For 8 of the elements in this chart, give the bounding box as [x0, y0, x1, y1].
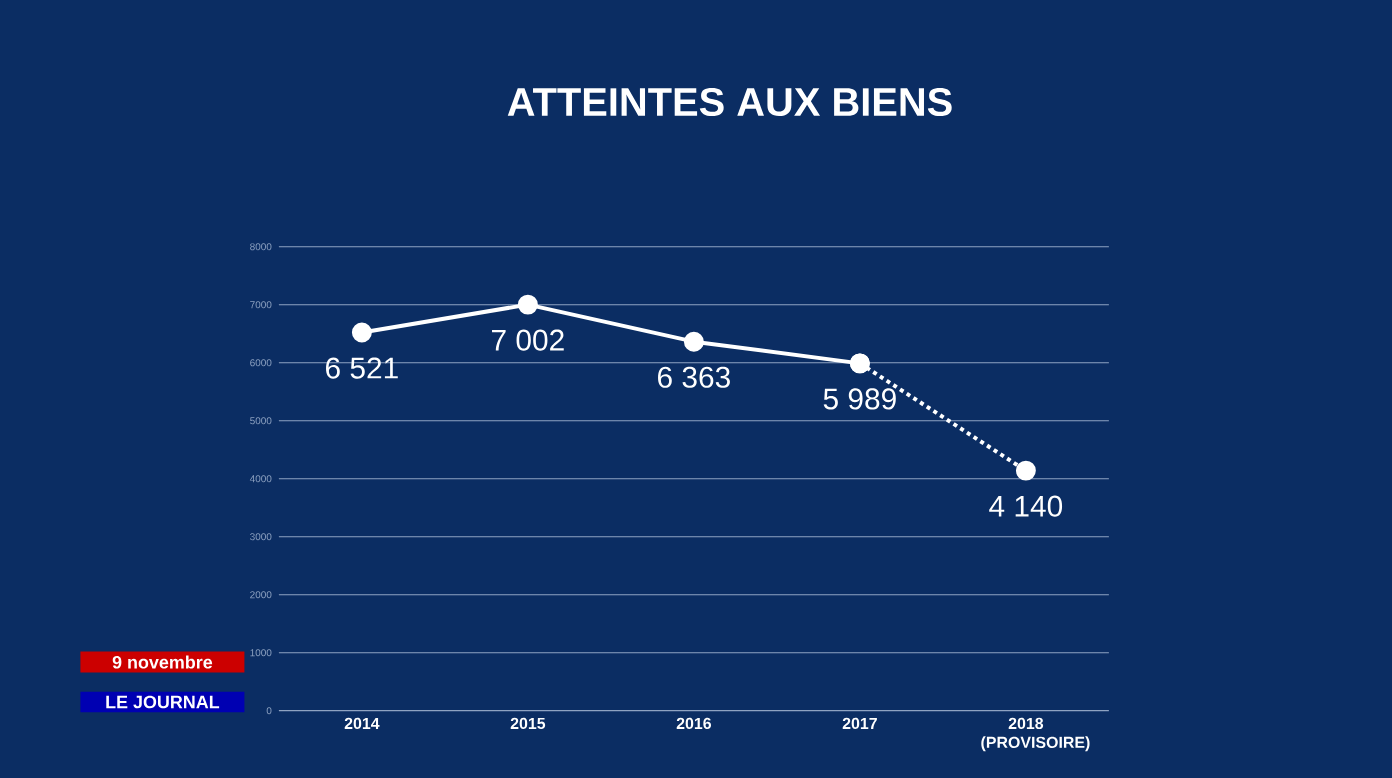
data-label: 6 521 — [326, 357, 398, 379]
data-label: 5 989 — [823, 388, 896, 410]
data-label: 7 002 — [492, 329, 564, 351]
data-label: 4 140 — [989, 495, 1063, 517]
chart-title: ATTEINTES AUX BIENS — [507, 87, 952, 117]
text: 9 novembre — [112, 655, 213, 669]
text: LE JOURNAL — [106, 695, 220, 709]
data-label: 6 363 — [658, 366, 730, 388]
